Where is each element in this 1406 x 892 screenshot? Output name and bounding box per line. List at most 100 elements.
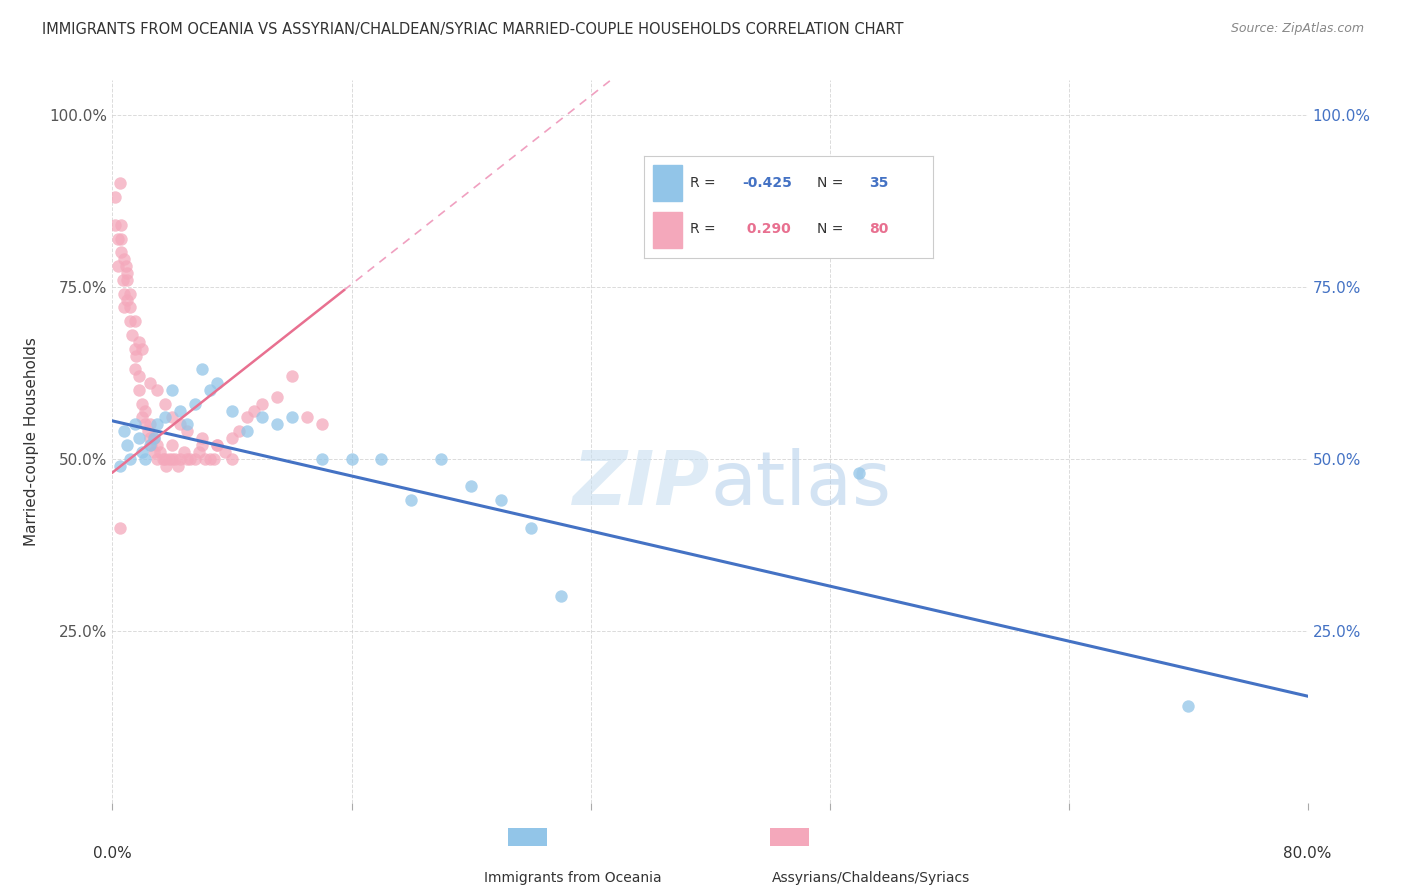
Point [120, 286, 142, 301]
Point [191, 438, 214, 452]
Point [104, 190, 127, 204]
Point [191, 362, 214, 376]
Point [108, 177, 131, 191]
Point [117, 293, 139, 308]
Point [281, 369, 304, 384]
Text: R =: R = [690, 176, 720, 190]
Point [134, 451, 156, 466]
Point [115, 259, 138, 273]
Point [169, 403, 191, 417]
Point [146, 383, 169, 397]
Point [107, 259, 129, 273]
Point [243, 403, 266, 417]
Text: ZIP: ZIP [572, 449, 710, 522]
Point [146, 417, 169, 432]
Point [134, 417, 156, 432]
Point [114, 252, 135, 267]
Point [848, 466, 870, 480]
Point [114, 301, 135, 315]
Point [108, 458, 131, 473]
Point [221, 403, 243, 417]
Point [162, 438, 183, 452]
Point [236, 424, 259, 438]
Text: IMMIGRANTS FROM OCEANIA VS ASSYRIAN/CHALDEAN/SYRIAC MARRIED-COUPLE HOUSEHOLDS CO: IMMIGRANTS FROM OCEANIA VS ASSYRIAN/CHAL… [42, 22, 904, 37]
Point [266, 417, 288, 432]
Text: Assyrians/Chaldeans/Syriacs: Assyrians/Chaldeans/Syriacs [772, 871, 970, 886]
Point [250, 397, 273, 411]
Point [124, 342, 146, 356]
Point [111, 273, 134, 287]
Point [221, 431, 243, 445]
Point [114, 424, 135, 438]
Point [169, 417, 191, 432]
Point [250, 410, 273, 425]
Point [221, 451, 243, 466]
Point [162, 451, 183, 466]
Point [191, 431, 214, 445]
Point [430, 451, 453, 466]
Point [134, 403, 156, 417]
Point [162, 383, 183, 397]
Point [143, 431, 166, 445]
Point [131, 445, 153, 459]
Bar [652, 212, 682, 248]
Point [183, 451, 205, 466]
Point [139, 438, 162, 452]
Bar [652, 165, 682, 201]
Text: R =: R = [690, 222, 720, 236]
Point [153, 451, 176, 466]
Text: N =: N = [817, 222, 848, 236]
Point [153, 410, 176, 425]
Point [139, 417, 162, 432]
Point [110, 245, 132, 260]
Point [107, 231, 129, 245]
Point [110, 231, 132, 245]
Point [550, 590, 572, 604]
Point [295, 410, 318, 425]
Point [131, 397, 153, 411]
Point [143, 445, 166, 459]
Point [266, 390, 288, 404]
Point [153, 397, 176, 411]
Point [128, 334, 150, 349]
Text: N =: N = [817, 176, 848, 190]
Text: atlas: atlas [710, 449, 891, 522]
Point [138, 424, 160, 438]
Text: 0.290: 0.290 [742, 222, 792, 236]
Point [176, 417, 198, 432]
Text: -0.425: -0.425 [742, 176, 792, 190]
Point [236, 410, 259, 425]
Point [128, 383, 150, 397]
Point [340, 451, 363, 466]
Point [143, 431, 166, 445]
Point [489, 493, 512, 508]
Point [124, 417, 146, 432]
Text: 0.0%: 0.0% [93, 847, 132, 861]
Point [110, 218, 132, 232]
Point [370, 451, 392, 466]
Point [205, 376, 228, 390]
Point [155, 458, 177, 473]
Point [146, 438, 169, 452]
Point [169, 451, 191, 466]
Point [146, 451, 169, 466]
Point [120, 451, 142, 466]
Point [128, 431, 150, 445]
Point [117, 273, 139, 287]
Point [120, 301, 142, 315]
Point [124, 314, 146, 328]
Point [117, 266, 139, 280]
Text: 35: 35 [869, 176, 889, 190]
Point [114, 286, 135, 301]
Point [139, 376, 162, 390]
Point [179, 451, 201, 466]
Point [162, 410, 183, 425]
Point [1177, 699, 1199, 714]
Point [141, 438, 163, 452]
Point [176, 424, 198, 438]
Point [125, 349, 148, 363]
Point [117, 438, 139, 452]
Point [214, 445, 236, 459]
Text: Source: ZipAtlas.com: Source: ZipAtlas.com [1230, 22, 1364, 36]
Point [460, 479, 482, 493]
